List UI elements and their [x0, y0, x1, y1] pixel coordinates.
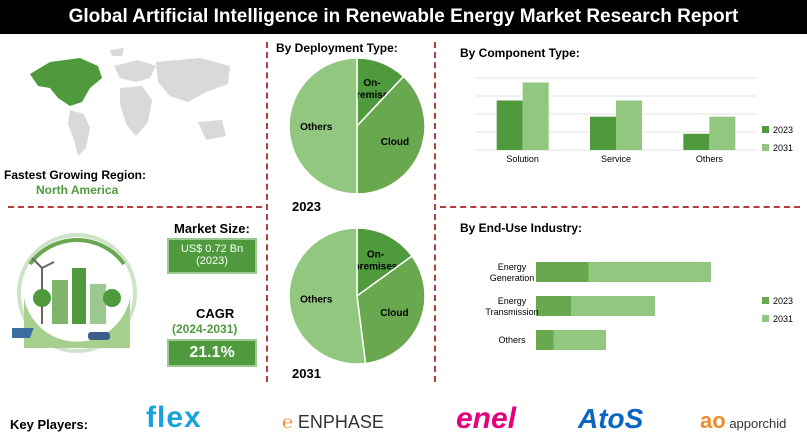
market-size-value: US$ 0.72 Bn [180, 243, 244, 255]
pie-2031-label-on-premises: On-premises [354, 250, 398, 273]
enduse-bar-chart: Energy Generation Energy Transmission Others… [485, 262, 793, 350]
pie-2023-label-cloud: Cloud [381, 137, 409, 148]
enel-logo: enel [456, 402, 517, 435]
pie-2023-slice-cloud [356, 75, 426, 195]
enduse-legend-2023: 2023 [773, 296, 793, 306]
enduse-tick-energy-transmission: Energy Transmission [485, 296, 538, 317]
component-legend-2023: 2023 [773, 125, 793, 135]
apporchid-icon: ao [700, 408, 726, 433]
component-legend-swatch-2031 [762, 144, 769, 151]
cagr-label: CAGR [196, 306, 235, 321]
enduse-title: By End-Use Industry: [460, 221, 583, 235]
enduse-bar-energy-generation-2031 [588, 262, 711, 282]
pie-chart-2031: On-premises Cloud Others [288, 227, 426, 365]
pie-2031-year: 2031 [292, 366, 321, 381]
market-size-year: (2023) [196, 255, 228, 267]
enphase-logo: ℮ ENPHASE [282, 412, 384, 433]
fastest-region-label: Fastest Growing Region: [4, 168, 147, 182]
component-bar-chart: Solution Service Others 2023 2031 [476, 77, 793, 164]
divider-left-horizontal [8, 206, 262, 208]
pie-2023-slice-others [288, 57, 358, 195]
pie-2023-year: 2023 [292, 199, 321, 214]
enduse-bar-energy-transmission-2031 [571, 296, 655, 316]
pie-2031-label-cloud: Cloud [380, 308, 408, 319]
enduse-bar-others-2031 [553, 330, 606, 350]
cagr-value: 21.1% [167, 339, 257, 367]
cagr-period: (2024-2031) [172, 322, 238, 336]
market-size-value-box: US$ 0.72 Bn (2023) [167, 238, 257, 274]
flex-logo: flex [146, 401, 202, 434]
enphase-icon: ℮ [282, 412, 293, 432]
deployment-title: By Deployment Type: [276, 41, 398, 55]
pie-2031-slice-others [288, 227, 367, 365]
report-title: Global Artificial Intelligence in Renewa… [0, 0, 807, 34]
component-tick-service: Service [601, 154, 631, 164]
component-bar-service-2023 [590, 116, 616, 150]
key-players-label: Key Players: [10, 417, 89, 432]
component-tick-solution: Solution [506, 154, 539, 164]
component-legend-swatch-2023 [762, 126, 769, 133]
component-bar-solution-2023 [496, 100, 523, 150]
pie-2031-slice-cloud [356, 254, 426, 365]
world-map-icon [30, 48, 230, 156]
enduse-tick-energy-generation: Energy Generation [490, 262, 535, 283]
pie-2031-slice-on-premises [356, 227, 414, 298]
renewable-city-illustration [12, 233, 137, 353]
enphase-wordmark: ENPHASE [297, 412, 384, 432]
pie-2023-label-on-premises: On-premises [350, 78, 394, 101]
component-title: By Component Type: [460, 46, 580, 60]
divider-right-horizontal [440, 206, 800, 208]
component-legend-2031: 2031 [773, 143, 793, 153]
component-bar-solution-2031 [522, 82, 549, 150]
enduse-bar-energy-generation-2023 [536, 262, 589, 282]
component-bar-service-2031 [616, 100, 642, 150]
enduse-bar-others-2023 [536, 330, 554, 350]
component-bar-others-2031 [709, 116, 736, 150]
pie-2023-label-others: Others [300, 122, 333, 133]
enduse-bar-energy-transmission-2023 [536, 296, 571, 316]
component-tick-others: Others [696, 154, 724, 164]
enduse-legend-2031: 2031 [773, 314, 793, 324]
enduse-tick-others: Others [498, 335, 526, 345]
divider-right [434, 42, 436, 382]
component-bar-others-2023 [683, 133, 710, 150]
enduse-legend-swatch-2023 [762, 297, 769, 304]
enduse-legend-swatch-2031 [762, 315, 769, 322]
apporchid-wordmark: apporchid [729, 416, 787, 431]
atos-logo: AtoS [578, 403, 644, 434]
fastest-region-value: North America [36, 183, 119, 197]
pie-2031-label-others: Others [300, 295, 333, 306]
pie-chart-2023: On-premises Cloud Others [288, 57, 426, 195]
apporchid-logo: ao apporchid [700, 408, 786, 434]
divider-left [266, 42, 268, 382]
market-size-label: Market Size: [174, 221, 250, 236]
